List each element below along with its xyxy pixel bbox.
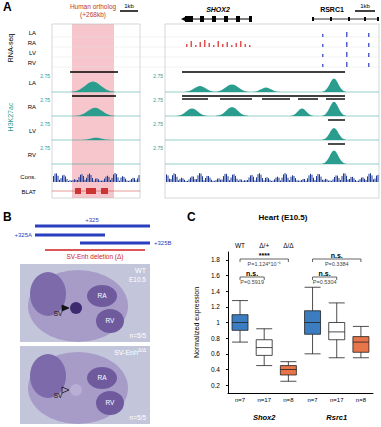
svg-text:n.s.: n.s. — [331, 252, 343, 259]
svg-text:n=8: n=8 — [356, 397, 367, 403]
svg-text:n=17: n=17 — [330, 397, 344, 403]
svg-text:2.75: 2.75 — [40, 97, 50, 103]
svg-text:Δ/+: Δ/+ — [259, 242, 269, 249]
svg-text:RSRC1: RSRC1 — [320, 6, 344, 13]
svg-text:RA: RA — [28, 104, 36, 110]
svg-text:RV: RV — [28, 60, 36, 66]
svg-text:n=5/5: n=5/5 — [130, 332, 147, 339]
svg-text:SV: SV — [54, 392, 63, 399]
svg-text:SHOX2: SHOX2 — [206, 6, 230, 13]
svg-text:LV: LV — [29, 50, 36, 56]
svg-text:Cons.: Cons. — [20, 174, 36, 180]
svg-text:P=0.5304: P=0.5304 — [313, 279, 337, 285]
svg-text:n.s.: n.s. — [246, 270, 258, 277]
svg-text:BLAT: BLAT — [21, 189, 36, 195]
svg-text:0.2: 0.2 — [211, 382, 220, 389]
svg-text:RNA-seq: RNA-seq — [7, 34, 15, 63]
svg-text:P=0.3384: P=0.3384 — [325, 261, 349, 267]
svg-text:0.8: 0.8 — [211, 335, 220, 342]
svg-text:2.75: 2.75 — [40, 121, 50, 127]
svg-text:P=0.5919: P=0.5919 — [240, 279, 264, 285]
svg-text:0.4: 0.4 — [211, 366, 220, 373]
svg-text:WT: WT — [135, 267, 147, 274]
svg-text:2.75: 2.75 — [153, 121, 163, 127]
svg-text:2.75: 2.75 — [40, 73, 50, 79]
svg-text:SV: SV — [54, 310, 63, 317]
svg-text:SV-EnhΔ/Δ: SV-EnhΔ/Δ — [114, 347, 146, 356]
svg-text:1kb: 1kb — [360, 3, 370, 9]
svg-text:Δ/Δ: Δ/Δ — [283, 242, 294, 249]
svg-text:Normalized expression: Normalized expression — [193, 287, 201, 358]
svg-text:P=1.124*10⁻⁶: P=1.124*10⁻⁶ — [248, 261, 281, 267]
svg-text:n=17: n=17 — [257, 397, 271, 403]
svg-text:1.6: 1.6 — [211, 272, 220, 279]
svg-text:WT: WT — [235, 242, 245, 249]
svg-text:+325A: +325A — [14, 232, 32, 238]
svg-text:****: **** — [259, 252, 270, 259]
svg-text:2.75: 2.75 — [153, 97, 163, 103]
svg-text:RV: RV — [106, 317, 116, 324]
svg-text:n=7: n=7 — [307, 397, 318, 403]
svg-text:n=7: n=7 — [235, 397, 246, 403]
svg-text:RA: RA — [97, 292, 107, 299]
svg-text:+325B: +325B — [154, 240, 172, 246]
svg-text:n=5/5: n=5/5 — [130, 414, 147, 421]
svg-text:Shox2: Shox2 — [253, 413, 276, 422]
svg-text:RV: RV — [106, 399, 116, 406]
svg-text:2.75: 2.75 — [153, 145, 163, 151]
svg-text:B: B — [3, 210, 12, 224]
svg-text:LV: LV — [29, 128, 36, 134]
svg-text:E10.5: E10.5 — [129, 276, 146, 283]
svg-text:RA: RA — [28, 40, 36, 46]
svg-text:1.2: 1.2 — [211, 303, 220, 310]
svg-text:Human ortholog: Human ortholog — [70, 3, 117, 11]
svg-text:2.75: 2.75 — [40, 145, 50, 151]
svg-text:(+268kb): (+268kb) — [80, 11, 106, 19]
svg-text:C: C — [187, 210, 196, 224]
svg-text:n=8: n=8 — [283, 397, 294, 403]
svg-text:Heart (E10.5): Heart (E10.5) — [259, 213, 308, 222]
svg-text:1.4: 1.4 — [211, 288, 220, 295]
svg-text:+325: +325 — [85, 217, 99, 223]
svg-text:LA: LA — [29, 30, 36, 36]
svg-text:1kb: 1kb — [124, 3, 134, 9]
svg-text:H3K27ac: H3K27ac — [7, 102, 14, 131]
svg-text:RV: RV — [28, 152, 36, 158]
svg-text:Rsrc1: Rsrc1 — [326, 413, 347, 422]
svg-text:n.s.: n.s. — [319, 270, 331, 277]
svg-text:1.8: 1.8 — [211, 256, 220, 263]
svg-text:1: 1 — [216, 319, 220, 326]
svg-text:2.75: 2.75 — [153, 73, 163, 79]
svg-text:0.6: 0.6 — [211, 350, 220, 357]
svg-text:LA: LA — [29, 80, 36, 86]
svg-text:A: A — [3, 0, 12, 14]
svg-text:RA: RA — [97, 374, 107, 381]
svg-text:SV-Enh deletion (Δ): SV-Enh deletion (Δ) — [66, 253, 123, 261]
